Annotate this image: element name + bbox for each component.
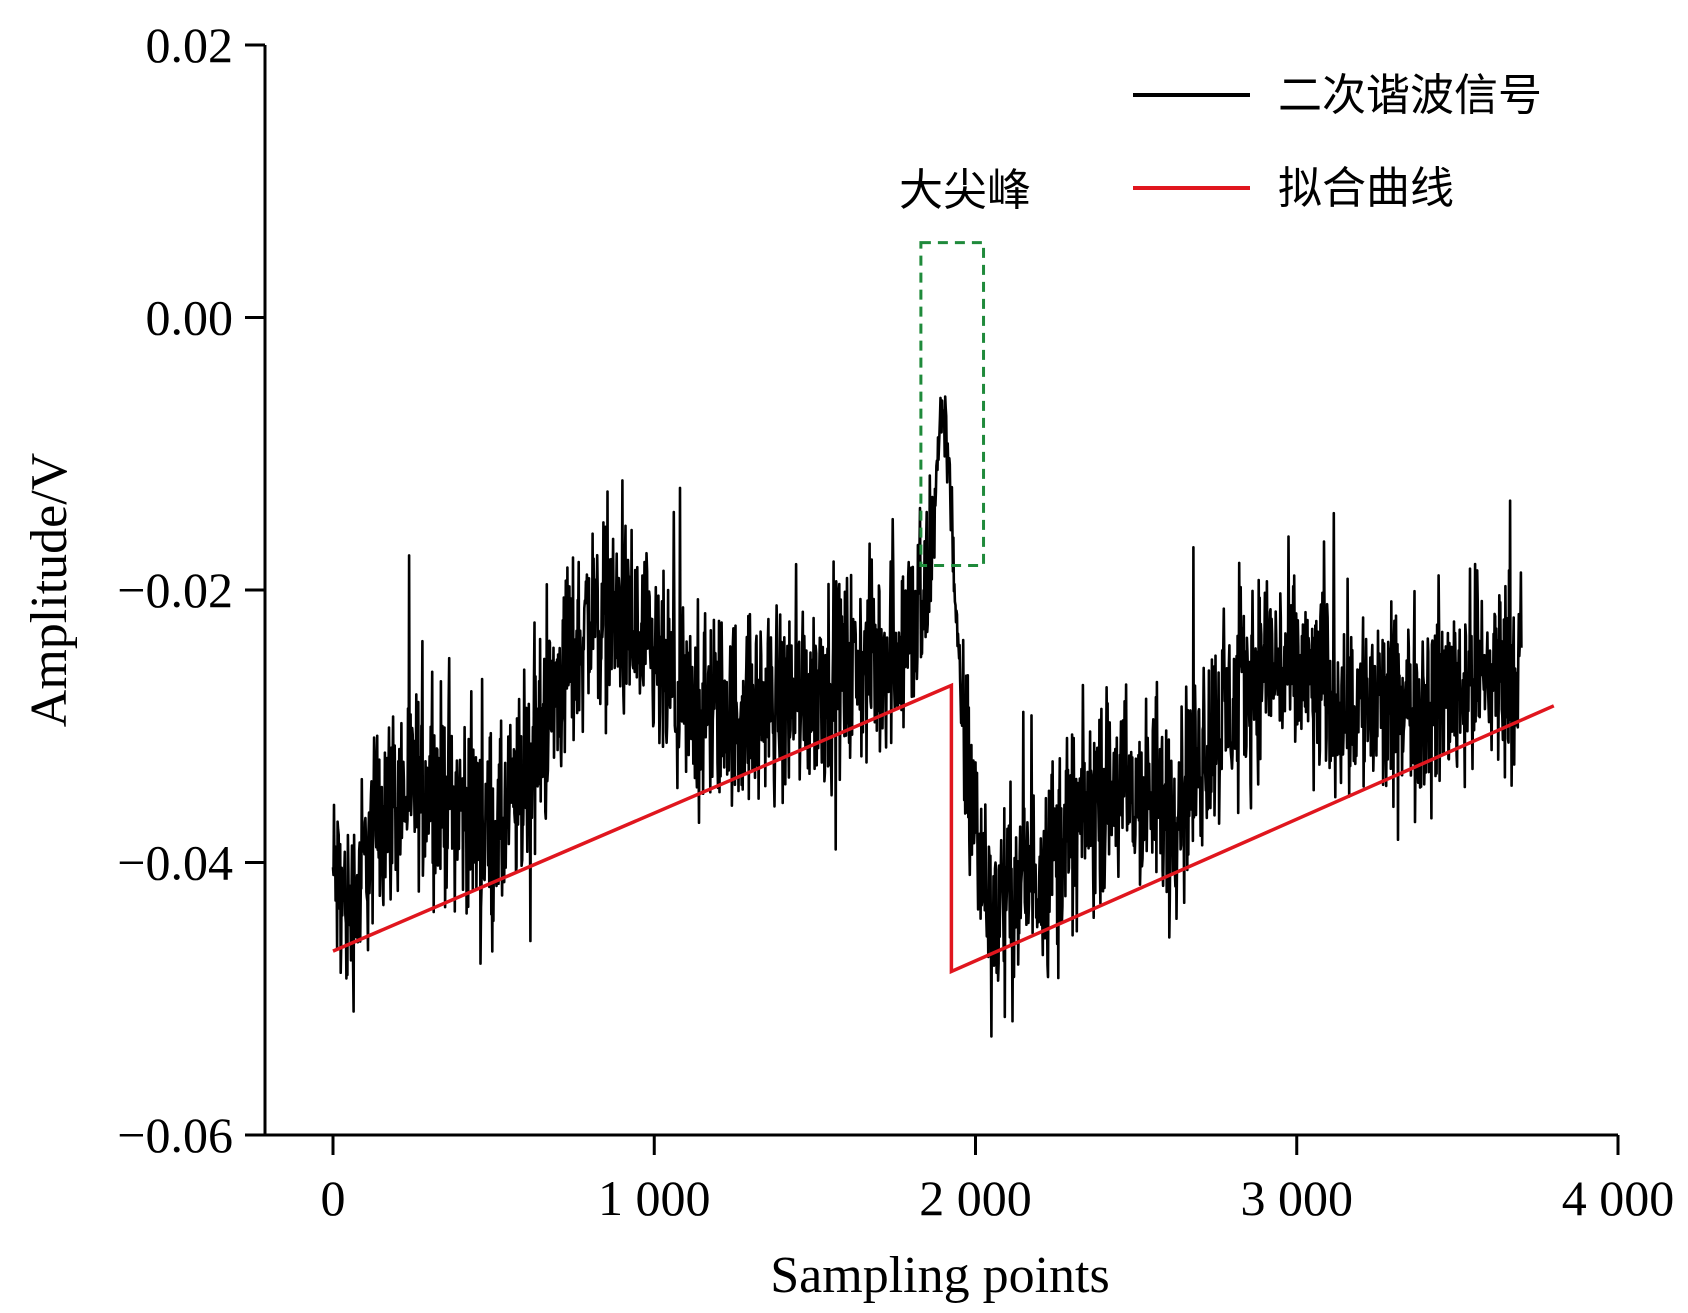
annotation: 大尖峰 [899, 165, 1031, 567]
legend-label-signal: 二次谐波信号 [1278, 70, 1542, 121]
y-axis-title: Amplitude/V [21, 453, 78, 727]
legend: 二次谐波信号 拟合曲线 [1133, 70, 1542, 214]
fit-series-line [332, 682, 1555, 975]
plot-series [331, 395, 1555, 1038]
y-tick-label: −0.06 [117, 1107, 233, 1163]
peak-annotation: 大尖峰 [899, 165, 1031, 216]
x-tick-label: 3 000 [1241, 1170, 1354, 1226]
y-tick-label: 0.00 [146, 290, 234, 346]
signal-series-line [331, 395, 1523, 1038]
x-axis-title: Sampling points [770, 1247, 1109, 1304]
x-axis: 0 1 000 2 000 3 000 4 000 [265, 1133, 1675, 1226]
y-tick-label: 0.02 [146, 17, 234, 73]
peak-highlight-box [919, 241, 986, 567]
y-tick-label: −0.04 [117, 835, 233, 891]
x-tick-label: 0 [321, 1170, 346, 1226]
y-axis: 0.02 0.00 −0.02 −0.04 −0.06 [117, 17, 267, 1163]
x-tick-label: 4 000 [1562, 1170, 1675, 1226]
x-tick-label: 2 000 [919, 1170, 1032, 1226]
legend-label-fit: 拟合曲线 [1278, 163, 1454, 214]
y-tick-label: −0.02 [117, 562, 233, 618]
x-tick-label: 1 000 [598, 1170, 711, 1226]
